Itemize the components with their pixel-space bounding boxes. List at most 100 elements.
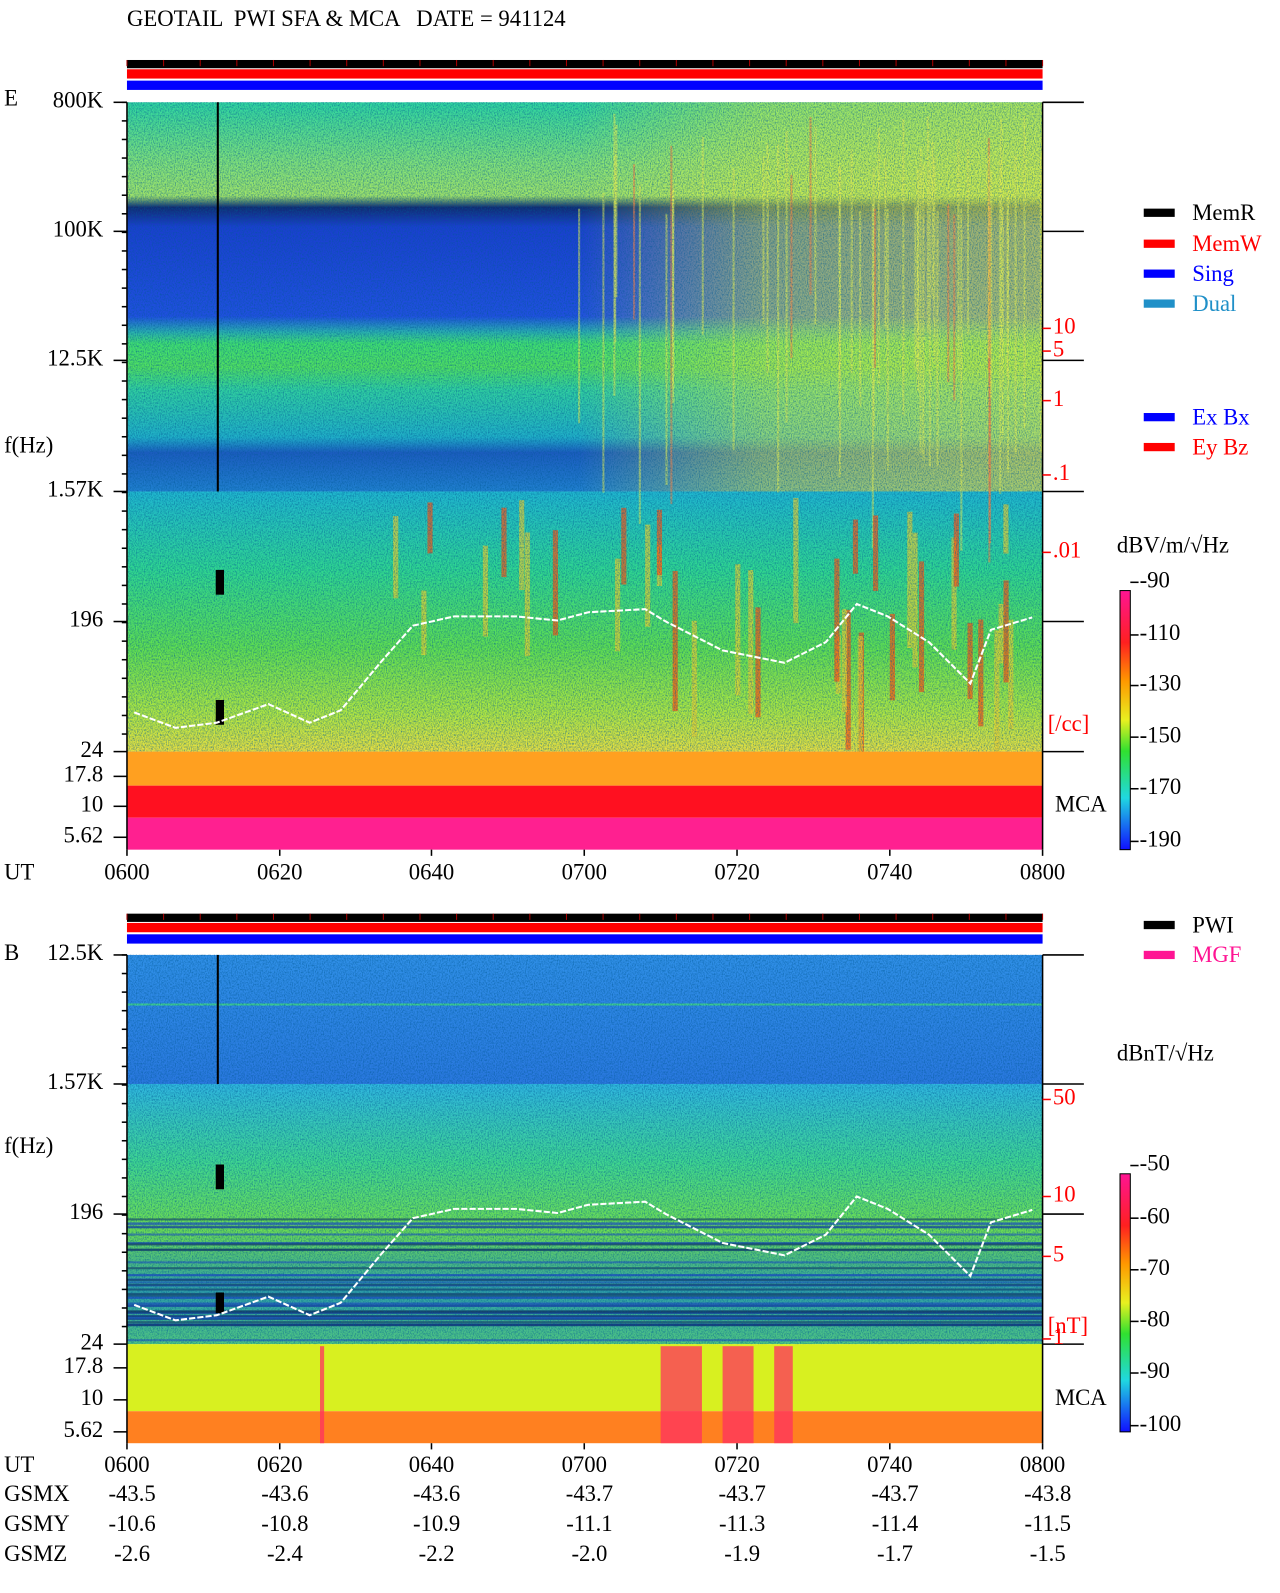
legend-label: Ey Bz — [1192, 434, 1248, 459]
x-axis-label: UT — [4, 1452, 34, 1477]
orbit-value: -43.6 — [413, 1481, 460, 1506]
x-axis-label: UT — [4, 860, 34, 885]
orbit-value: -10.8 — [261, 1511, 308, 1536]
status-bar — [126, 80, 1043, 90]
colorbar — [1119, 1173, 1131, 1433]
legend-swatch — [1143, 950, 1175, 960]
status-bar — [126, 922, 1043, 933]
x-tick-label: 0800 — [1020, 860, 1065, 885]
y-tick-label: 10 — [81, 792, 104, 817]
right-tick-label: 5 — [1053, 336, 1064, 361]
mca-band — [126, 785, 1043, 818]
y-axis-label: f(Hz) — [4, 1133, 53, 1158]
y-tick-label: 24 — [81, 737, 104, 762]
legend-swatch — [1143, 239, 1175, 248]
data-gap — [215, 699, 224, 725]
mca-band — [126, 1411, 1043, 1444]
orbit-value: -2.4 — [267, 1541, 303, 1566]
colorbar-tick-label: -80 — [1140, 1307, 1170, 1332]
right-tick-label: 10 — [1053, 1182, 1076, 1207]
x-tick-label: 0740 — [867, 1452, 912, 1477]
legend-label: MemW — [1192, 231, 1262, 256]
plasma-line — [133, 1195, 1033, 1322]
mca-burst — [774, 1346, 793, 1444]
panel-label: B — [4, 940, 19, 965]
colorbar-tick-label: -90 — [1140, 568, 1170, 593]
orbit-value: -2.6 — [114, 1541, 150, 1566]
x-tick-label: 0620 — [257, 1452, 302, 1477]
y-axis-label: f(Hz) — [4, 432, 53, 457]
x-tick-label: 0600 — [104, 1452, 149, 1477]
colorbar-tick-label: -90 — [1140, 1358, 1170, 1383]
legend-swatch — [1143, 920, 1175, 930]
texture — [126, 102, 1043, 752]
colorbar-tick-label: -100 — [1140, 1411, 1182, 1436]
mca-burst — [722, 1346, 754, 1444]
orbit-value: -43.7 — [566, 1481, 613, 1506]
right-unit: [nT] — [1048, 1313, 1088, 1338]
y-tick-label: 800K — [53, 88, 104, 113]
data-gap — [215, 1164, 224, 1190]
colorbar-tick-label: -50 — [1140, 1151, 1170, 1176]
orbit-value: -1.7 — [877, 1541, 913, 1566]
mca-label: MCA — [1055, 1385, 1107, 1410]
mca-band — [126, 1344, 1043, 1412]
legend-label: Sing — [1192, 261, 1234, 286]
status-bar — [126, 913, 1043, 922]
right-unit: [/cc] — [1048, 711, 1090, 736]
orbit-value: -11.1 — [566, 1511, 612, 1536]
legend-label: MGF — [1192, 942, 1241, 967]
mca-band — [126, 817, 1043, 850]
x-tick-label: 0600 — [104, 860, 149, 885]
x-tick-label: 0740 — [867, 860, 912, 885]
orbit-value: -43.7 — [719, 1481, 766, 1506]
legend-label: Dual — [1192, 291, 1236, 316]
mca-burst — [660, 1346, 702, 1444]
colorbar-label: dBV/m/√Hz — [1117, 532, 1229, 557]
status-bar — [126, 934, 1043, 944]
colorbar-tick-label: -170 — [1140, 774, 1182, 799]
colorbar-tick-label: -130 — [1140, 671, 1182, 696]
mca-burst — [320, 1346, 325, 1444]
legend-swatch — [1143, 413, 1175, 422]
orbit-label: GSMX — [4, 1481, 70, 1506]
orbit-value: -1.9 — [724, 1541, 760, 1566]
x-tick-label: 0720 — [714, 1452, 759, 1477]
orbit-value: -11.4 — [872, 1511, 918, 1536]
orbit-value: -43.7 — [871, 1481, 918, 1506]
y-tick-label: 17.8 — [64, 762, 104, 787]
right-tick-label: .01 — [1053, 538, 1081, 563]
x-tick-label: 0720 — [714, 860, 759, 885]
data-gap — [215, 1292, 224, 1314]
orbit-value: -10.9 — [413, 1511, 460, 1536]
mca-label: MCA — [1055, 792, 1107, 817]
y-tick-label: 1.57K — [47, 1069, 104, 1094]
y-tick-label: 24 — [81, 1329, 104, 1354]
y-tick-label: 12.5K — [47, 346, 104, 371]
legend-label: Ex Bx — [1192, 404, 1250, 429]
orbit-value: -43.5 — [108, 1481, 155, 1506]
colorbar — [1119, 590, 1131, 851]
colorbar-tick-label: -60 — [1140, 1203, 1170, 1228]
orbit-label: GSMZ — [4, 1541, 67, 1566]
colorbar-tick-label: -150 — [1140, 722, 1182, 747]
orbit-value: -1.5 — [1030, 1541, 1066, 1566]
data-gap — [215, 569, 224, 595]
right-tick-label: 1 — [1053, 386, 1064, 411]
orbit-value: -43.6 — [261, 1481, 308, 1506]
y-tick-label: 1.57K — [47, 477, 104, 502]
right-tick-label: 1 — [1053, 1324, 1064, 1349]
plasma-line — [133, 602, 1033, 729]
y-tick-label: 100K — [53, 217, 104, 242]
panel-label: E — [4, 85, 18, 110]
y-tick-label: 196 — [69, 1199, 103, 1224]
x-tick-label: 0620 — [257, 860, 302, 885]
x-tick-label: 0640 — [409, 860, 454, 885]
y-tick-label: 5.62 — [64, 1417, 104, 1442]
title: GEOTAIL PWI SFA & MCA DATE = 941124 — [127, 6, 566, 31]
x-tick-label: 0700 — [562, 860, 607, 885]
status-bar — [126, 59, 1043, 69]
x-tick-label: 0700 — [562, 1452, 607, 1477]
mca-band — [126, 751, 1043, 786]
